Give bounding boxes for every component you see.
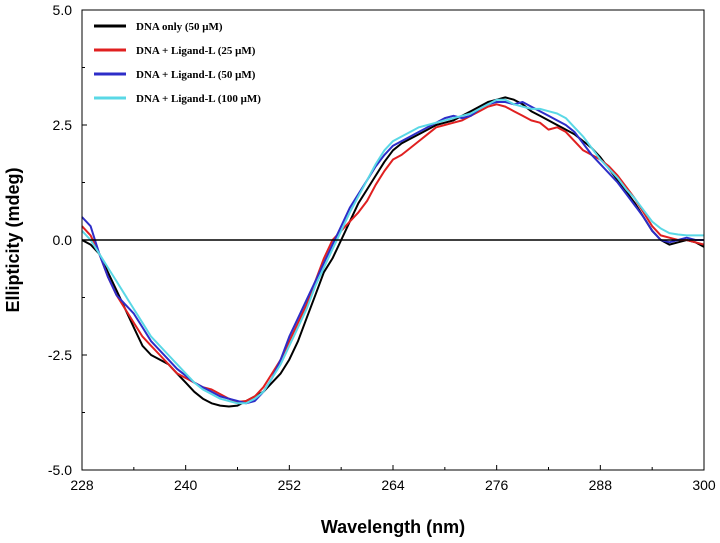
series-line-4 xyxy=(81,98,704,405)
series-layer xyxy=(81,96,705,408)
tick-layer: 228 240 252 264 276 288 300 -5.0 -2.5 0.0 2.5 5.0 xyxy=(48,2,716,493)
legend-label: DNA + Ligand-L (50 μM) xyxy=(136,69,256,81)
series-line-2 xyxy=(81,103,705,403)
x-tick-label: 228 xyxy=(70,477,94,493)
x-tick-label: 264 xyxy=(381,477,405,493)
y-tick-label: -5.0 xyxy=(48,462,72,478)
y-axis-title: Ellipticity (mdeg) xyxy=(3,167,23,312)
legend-label: DNA + Ligand-L (25 μM) xyxy=(136,45,256,57)
x-tick-label: 252 xyxy=(278,477,302,493)
legend-label: DNA only (50 μM) xyxy=(136,21,223,33)
y-tick-label: 0.0 xyxy=(53,232,73,248)
legend: DNA only (50 μM) DNA + Ligand-L (25 μM) DN… xyxy=(94,21,261,105)
x-tick-label: 300 xyxy=(692,477,716,493)
y-tick-label: 2.5 xyxy=(53,117,73,133)
y-tick-label: 5.0 xyxy=(53,2,73,18)
series-line-3 xyxy=(81,101,704,405)
legend-label: DNA + Ligand-L (100 μM) xyxy=(136,93,261,105)
x-tick-label: 288 xyxy=(589,477,613,493)
series-line-1 xyxy=(81,96,705,408)
y-tick-label: -2.5 xyxy=(48,347,72,363)
x-axis-title: Wavelength (nm) xyxy=(321,517,465,537)
x-tick-label: 240 xyxy=(174,477,198,493)
x-tick-label: 276 xyxy=(485,477,509,493)
